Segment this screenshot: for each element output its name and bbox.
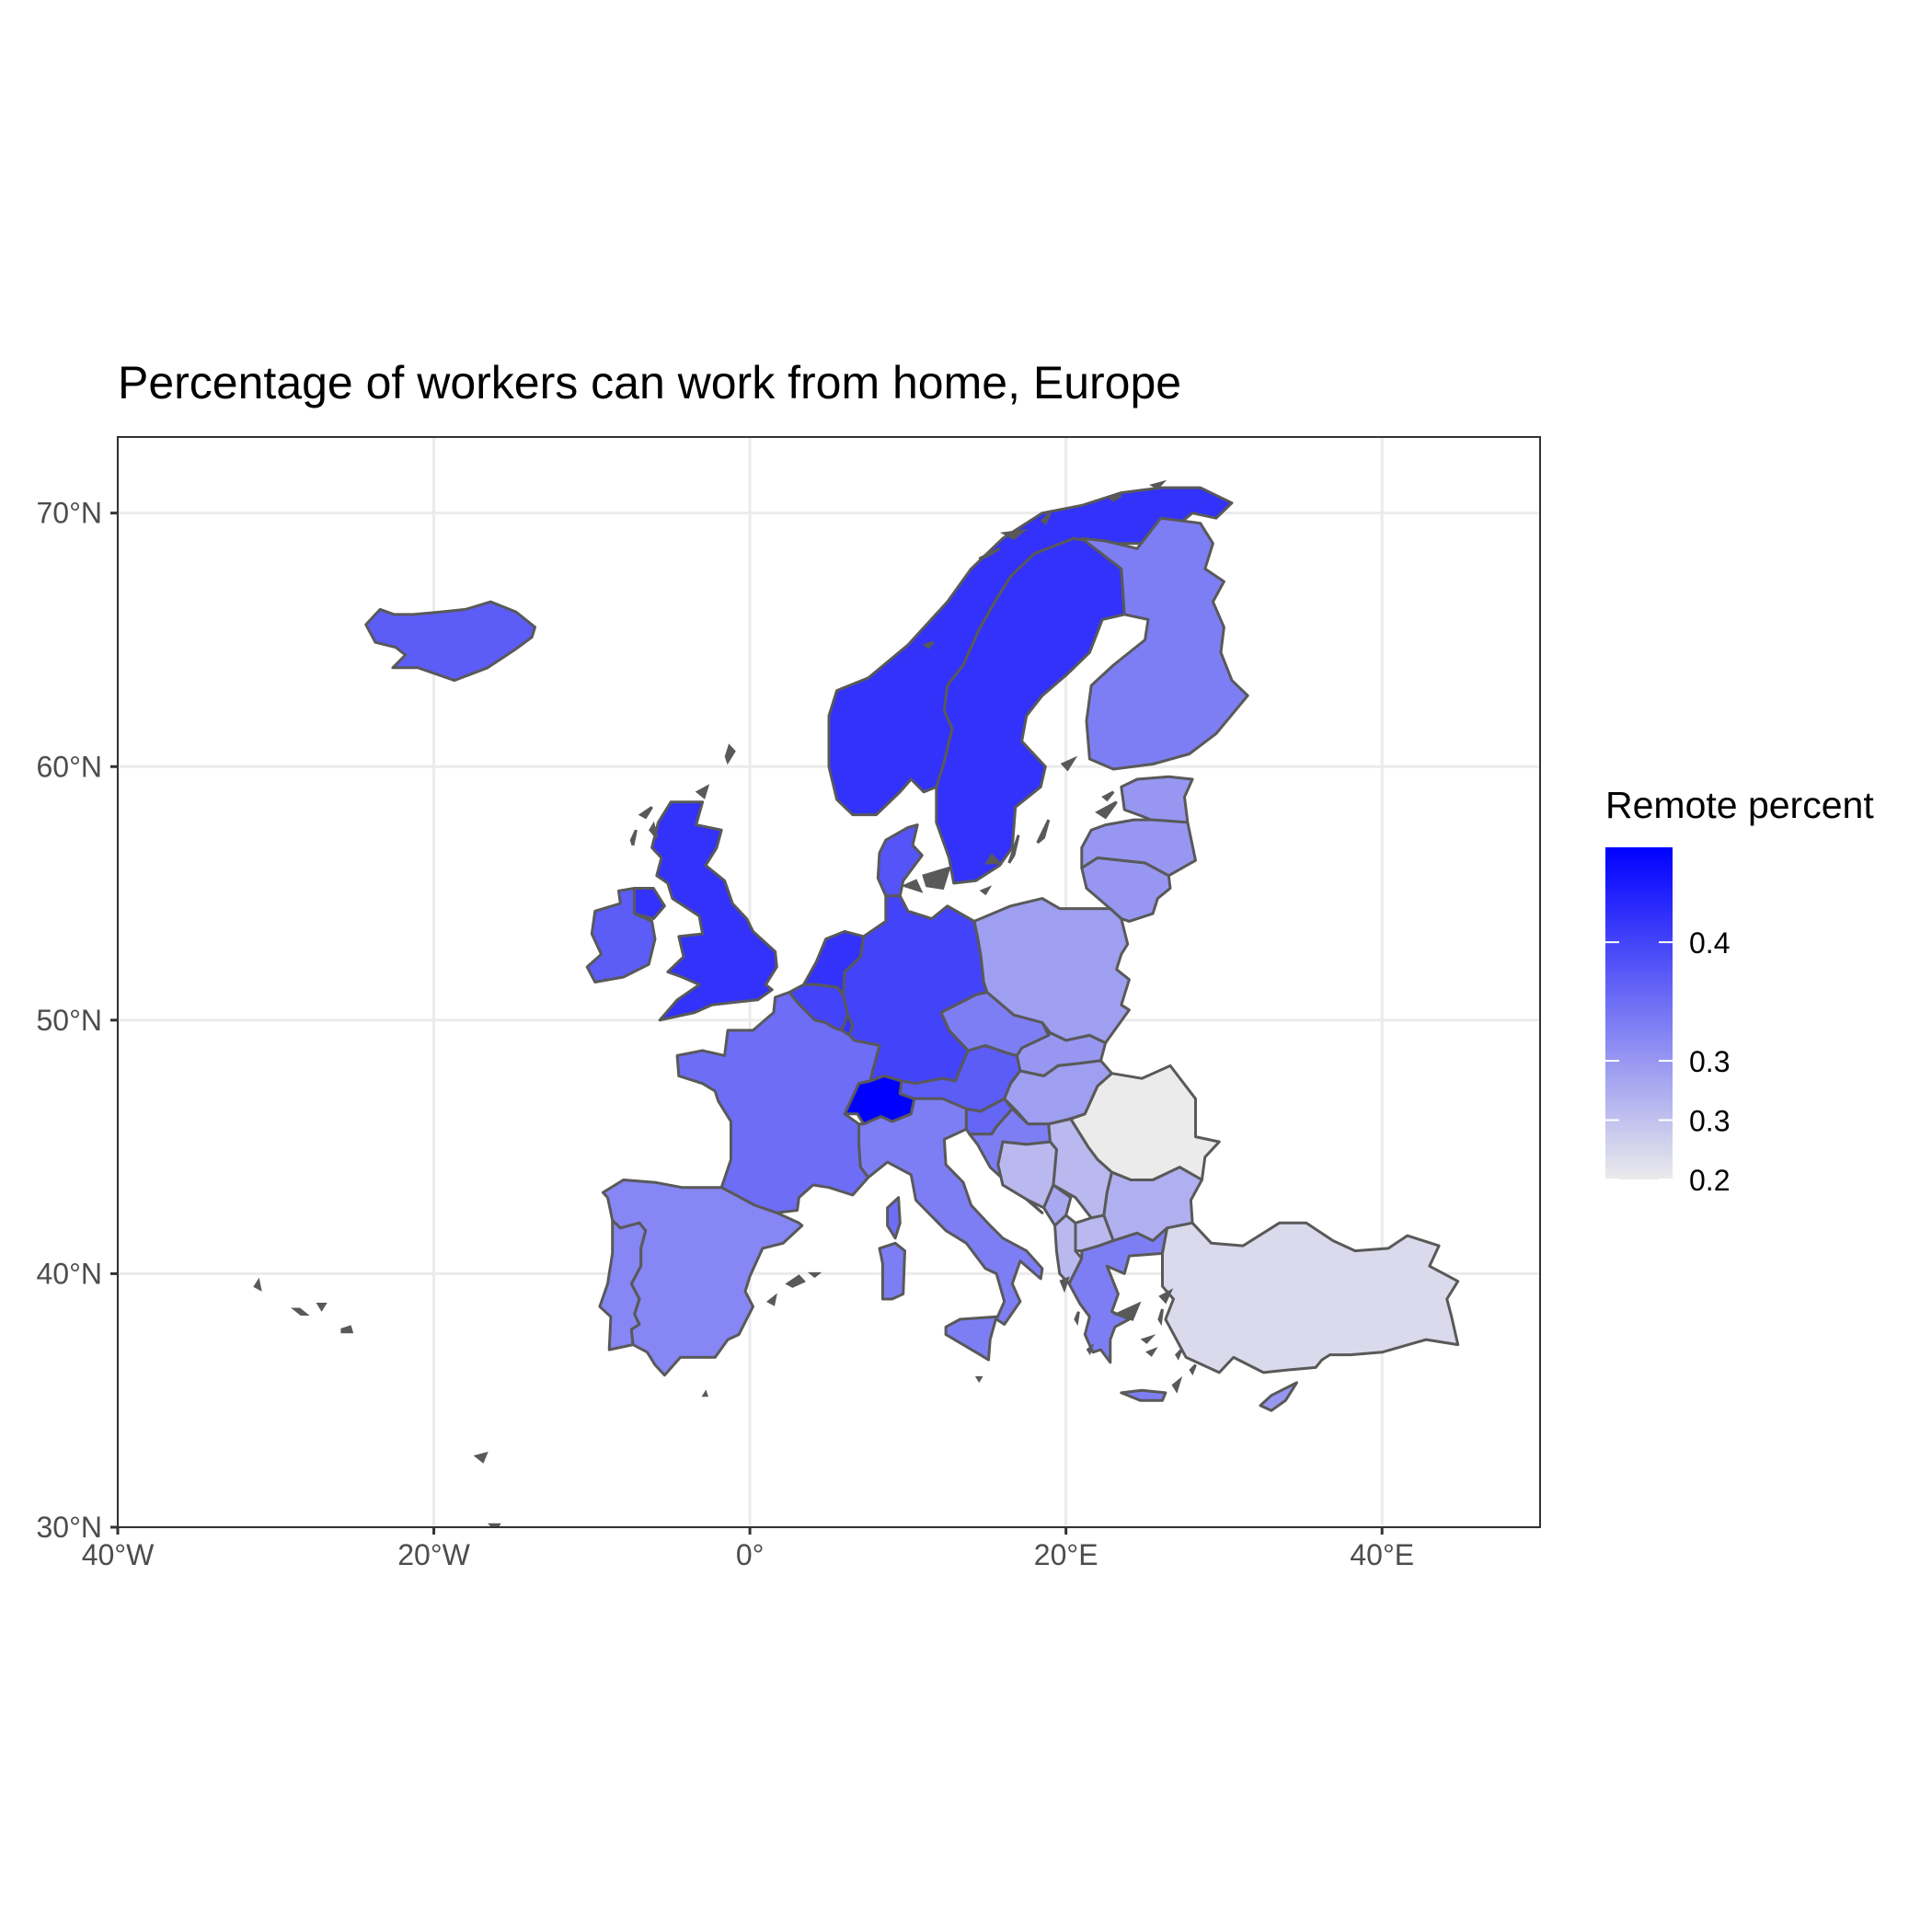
legend: Remote percent 0.2 0.3 0.3 0.4 <box>1605 784 1874 1197</box>
legend-title: Remote percent <box>1605 784 1874 826</box>
islet-shape <box>765 1293 777 1306</box>
small-islands <box>253 479 1197 1527</box>
islet-shape <box>1060 755 1078 772</box>
legend-ticks: 0.2 0.3 0.3 0.4 <box>1605 926 1730 1197</box>
x-tick-label: 40°W <box>82 1538 155 1571</box>
region-france <box>675 991 881 1214</box>
region-sardinia <box>878 1241 906 1301</box>
islet-shape <box>978 546 1001 560</box>
islet-shape <box>785 1274 807 1288</box>
islet-shape <box>1171 1375 1183 1394</box>
legend-colorbar <box>1605 847 1673 1179</box>
islet-shape <box>922 866 951 891</box>
islet-shape <box>979 885 993 896</box>
region-sicily <box>944 1315 998 1362</box>
islet-shape <box>340 1325 354 1334</box>
region-united-kingdom <box>650 800 778 1022</box>
islet-shape <box>922 640 935 650</box>
islet-shape <box>999 528 1029 540</box>
y-tick-label: 70°N <box>37 497 103 530</box>
region-corsica <box>886 1196 902 1240</box>
region-portugal <box>598 1219 648 1351</box>
islet-shape <box>1175 1349 1183 1361</box>
islet-shape <box>1007 834 1020 864</box>
islet-shape <box>638 806 653 820</box>
islet-shape <box>1107 493 1122 502</box>
region-ireland <box>585 887 657 983</box>
region-turkey <box>1161 1221 1460 1374</box>
x-tick-label: 40°E <box>1350 1538 1414 1571</box>
region-cyprus <box>1259 1381 1298 1412</box>
islet-shape <box>291 1307 310 1316</box>
islet-shape <box>253 1277 262 1292</box>
chart-title: Percentage of workers can work from home… <box>118 357 1181 408</box>
legend-tick-label: 0.2 <box>1689 1164 1730 1197</box>
islet-shape <box>807 1271 822 1279</box>
legend-tick-label: 0.3 <box>1689 1105 1730 1138</box>
islet-shape <box>974 1375 983 1384</box>
y-tick-label: 40°N <box>37 1257 103 1290</box>
country-regions <box>364 486 1460 1412</box>
region-finland <box>1080 516 1249 771</box>
islet-shape <box>473 1451 489 1464</box>
x-tick-label: 20°W <box>397 1538 470 1571</box>
islet-shape <box>1101 790 1115 802</box>
x-tick-label: 20°E <box>1034 1538 1098 1571</box>
x-tick-label: 0° <box>736 1538 765 1571</box>
islet-shape <box>1189 1363 1197 1376</box>
y-tick-label: 50°N <box>37 1004 103 1037</box>
region-sweden <box>935 536 1126 885</box>
islet-shape <box>724 743 736 765</box>
islet-shape <box>1059 1276 1070 1294</box>
y-axis: 30°N 40°N 50°N 60°N 70°N <box>37 497 118 1544</box>
islet-shape <box>316 1303 328 1312</box>
islet-shape <box>1145 1347 1158 1357</box>
region-italy <box>857 1097 1044 1326</box>
legend-tick-label: 0.3 <box>1689 1045 1730 1078</box>
islet-shape <box>1095 800 1118 820</box>
islet-shape <box>649 821 659 839</box>
islet-shape <box>1140 1334 1156 1344</box>
region-northern-ireland <box>633 887 666 921</box>
region-estonia <box>1120 775 1194 829</box>
region-iceland <box>364 600 536 683</box>
islet-shape <box>1112 1301 1142 1321</box>
islet-shape <box>901 879 924 893</box>
region-poland <box>972 897 1131 1045</box>
islet-shape <box>1158 1288 1174 1305</box>
islet-shape <box>695 784 710 799</box>
islet-shape <box>1086 1342 1095 1356</box>
region-lithuania <box>1080 857 1172 923</box>
islet-shape <box>1040 512 1052 526</box>
islet-shape <box>984 853 1004 865</box>
legend-tick-label: 0.4 <box>1689 926 1730 960</box>
islet-shape <box>1036 819 1051 845</box>
x-axis: 40°W 20°W 0° 20°E 40°E <box>82 1526 1540 1571</box>
islet-shape <box>1148 479 1167 489</box>
islet-shape <box>1074 1311 1080 1327</box>
y-tick-label: 30°N <box>37 1511 103 1544</box>
islet-shape <box>1157 1308 1164 1327</box>
islet-shape <box>701 1389 708 1397</box>
y-tick-label: 60°N <box>37 750 103 783</box>
islet-shape <box>629 829 638 846</box>
region-crete <box>1120 1388 1167 1402</box>
